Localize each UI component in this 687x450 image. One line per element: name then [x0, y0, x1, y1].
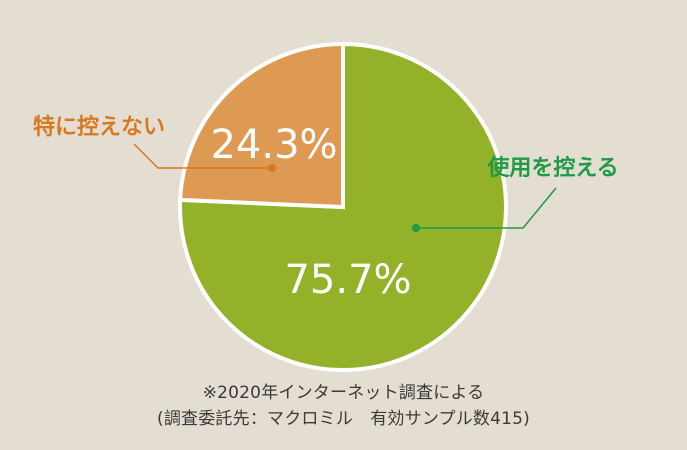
pie-slice-no-restriction: [178, 41, 345, 210]
pie-slices: [178, 41, 508, 372]
callout-dot-no-restriction: [268, 164, 276, 172]
callout-line-use-less: [416, 187, 557, 229]
category-label-no-restriction: 特に控えない: [33, 114, 165, 140]
survey-note: ※2020年インターネット調査による: [202, 383, 485, 403]
survey-source-note: (調査委託先：マクロミル 有効サンプル数415): [156, 409, 530, 429]
value-label-no-restriction: 24.3%: [210, 122, 337, 168]
value-label-use-less: 75.7%: [284, 257, 411, 303]
category-label-use-less: 使用を控える: [486, 155, 618, 181]
callout-line-no-restriction: [133, 143, 272, 169]
callout-dot-use-less: [412, 224, 420, 232]
